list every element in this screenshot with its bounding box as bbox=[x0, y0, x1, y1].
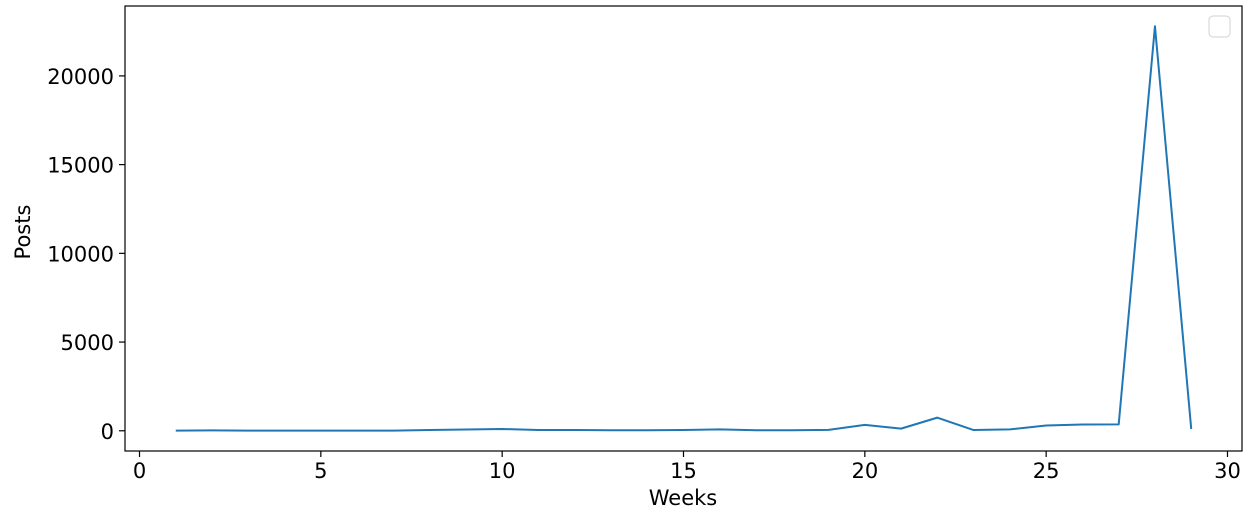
y-tick-label: 5000 bbox=[61, 331, 114, 355]
x-tick-label: 10 bbox=[489, 459, 516, 483]
axes-layer: 0 5 10 15 20 25 30 0 5000 10000 15000 20000 bbox=[47, 5, 1243, 483]
legend bbox=[1208, 15, 1231, 38]
y-tick-label: 10000 bbox=[47, 242, 114, 266]
line-layer bbox=[175, 25, 1193, 432]
y-tick-label: 15000 bbox=[47, 154, 114, 178]
x-tick-label: 20 bbox=[851, 459, 878, 483]
x-tick-label: 0 bbox=[133, 459, 146, 483]
y-tick-label: 20000 bbox=[47, 65, 114, 89]
legend-box bbox=[1208, 15, 1231, 38]
x-axis-title: Weeks bbox=[649, 486, 717, 510]
y-tick-label: 0 bbox=[101, 420, 114, 444]
x-tick-label: 5 bbox=[314, 459, 327, 483]
y-axis-title: Posts bbox=[11, 205, 35, 260]
x-tick-label: 15 bbox=[670, 459, 697, 483]
x-tick-label: 25 bbox=[1033, 459, 1060, 483]
x-tick-label: 30 bbox=[1214, 459, 1241, 483]
